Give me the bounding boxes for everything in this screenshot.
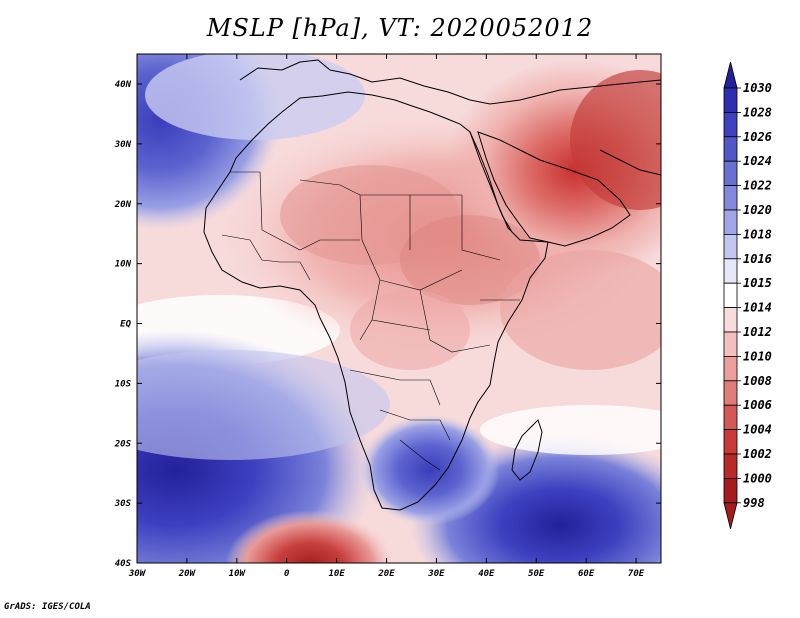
africa-coastline <box>203 91 549 511</box>
colorbar-swatch <box>723 258 738 284</box>
southern-ocean-low <box>225 510 395 563</box>
colorbar-swatch <box>723 331 738 357</box>
colorbar-label: 1010 <box>743 349 772 363</box>
lat-tick-label: 30S <box>114 499 132 509</box>
red-sea <box>469 131 513 233</box>
south-africa-high <box>360 415 500 525</box>
arabian-sea-low <box>500 250 661 370</box>
lat-tick-label: 20S <box>114 439 132 449</box>
map-title: MSLP [hPa], VT: 2020052012 <box>206 14 594 42</box>
colorbar-label: 1016 <box>743 252 772 266</box>
country-borders <box>221 171 520 471</box>
lon-tick-label: 0 <box>284 569 290 579</box>
colorbar-label: 1000 <box>743 471 772 485</box>
colorbar-label: 1030 <box>743 81 772 95</box>
colorbar-label: 1006 <box>743 398 772 412</box>
lon-tick-label: 20E <box>377 569 395 579</box>
indian-ocean-neutral <box>480 405 661 455</box>
colorbar-label: 1008 <box>743 374 772 388</box>
lon-tick-label: 30E <box>427 569 445 579</box>
colorbar-label: 998 <box>743 496 765 510</box>
lat-tick-label: 30N <box>114 140 132 150</box>
colorbar-swatch <box>723 380 738 406</box>
latitude-axis: 40N 30N 20N 10N EQ 10S 20S 30S 40S <box>114 80 661 569</box>
border-lines <box>221 171 520 471</box>
lon-tick-label: 10W <box>229 569 247 579</box>
colorbar-swatch <box>723 160 738 186</box>
lat-tick-label: EQ <box>120 320 131 330</box>
colorbar-swatch <box>723 282 738 309</box>
iberia-europe <box>239 59 661 105</box>
colorbar-min-triangle <box>723 502 738 529</box>
colorbar-max-triangle <box>723 61 738 89</box>
colorbar-swatch <box>723 87 738 113</box>
colorbar-label: 1002 <box>743 447 772 461</box>
iran-pakistan-low <box>570 70 661 210</box>
south-atlantic-high-edge <box>137 350 390 460</box>
colorbar-label: 1004 <box>743 423 772 437</box>
colorbar-swatch <box>723 233 738 260</box>
colorbar-label: 1014 <box>743 301 772 315</box>
lat-tick-label: 10S <box>115 379 132 389</box>
colorbar-swatch <box>723 185 738 211</box>
lon-tick-label: 20W <box>178 569 197 579</box>
central-africa-low <box>350 290 470 370</box>
colorbar-label: 1018 <box>743 227 772 241</box>
colorbar-swatch <box>723 477 738 504</box>
lat-tick-label: 20N <box>114 200 132 210</box>
colorbar-swatch <box>723 404 738 431</box>
sudan-low <box>400 215 540 305</box>
lon-tick-label: 30W <box>128 569 147 579</box>
lat-tick-label: 10N <box>115 260 132 270</box>
colorbar-swatch <box>723 136 738 162</box>
lon-tick-label: 40E <box>478 569 495 579</box>
lon-tick-label: 60E <box>578 569 595 579</box>
coastlines <box>203 59 661 511</box>
longitude-axis: 30W 20W 10W 0 10E 20E 30E 40E 50E 60E 70E <box>128 54 645 579</box>
arabian-peninsula <box>477 131 631 247</box>
madagascar <box>511 419 543 481</box>
colorbar-label: 1012 <box>743 325 772 339</box>
colorbar: 1030 1028 1026 1024 1022 1020 1018 1016 1015 1014… <box>723 61 772 529</box>
pressure-field <box>137 54 661 563</box>
colorbar-label: 1020 <box>743 203 772 217</box>
colorbar-swatch <box>723 209 738 235</box>
colorbar-label: 1022 <box>743 179 772 193</box>
colorbar-label: 1015 <box>743 276 772 290</box>
plot-frame <box>136 53 662 564</box>
colorbar-swatch <box>723 355 738 382</box>
colorbar-label: 1024 <box>743 154 772 168</box>
colorbar-label: 1026 <box>743 130 772 144</box>
iran-india-coast <box>599 149 661 176</box>
lat-tick-label: 40S <box>115 559 132 569</box>
lon-tick-label: 50E <box>528 569 545 579</box>
colorbar-swatch <box>723 307 738 333</box>
colorbar-swatch <box>723 429 738 455</box>
grads-credit: GrADS: IGES/COLA <box>4 602 91 612</box>
colorbar-swatch <box>723 453 738 479</box>
mediterranean-high <box>145 54 365 140</box>
lat-tick-label: 40N <box>115 80 132 90</box>
colorbar-swatch <box>723 112 738 138</box>
colorbar-label: 1028 <box>743 105 772 119</box>
lon-tick-label: 70E <box>628 569 645 579</box>
lon-tick-label: 10E <box>328 569 345 579</box>
